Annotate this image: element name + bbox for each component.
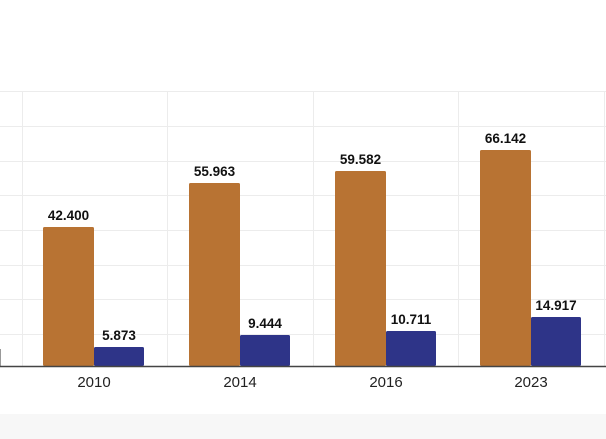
- gridlines: [0, 91, 606, 366]
- data-label-series2-2023: 14.917: [535, 298, 576, 313]
- data-label-series1-2016: 59.582: [340, 152, 381, 167]
- bar-series1-2010[interactable]: [43, 227, 94, 366]
- data-label-series1-2010: 42.400: [48, 208, 89, 223]
- data-label-series2-2016: 10.711: [391, 312, 432, 327]
- data-label-series1-2023: 66.142: [485, 131, 526, 146]
- x-tick-label-2014: 2014: [223, 374, 256, 391]
- bar-series2-2014[interactable]: [240, 335, 290, 366]
- bar-series2-2023[interactable]: [531, 317, 581, 366]
- data-label-series1-2014: 55.963: [194, 164, 236, 179]
- x-tick-label-2010: 2010: [77, 374, 110, 391]
- bar-series2-2016[interactable]: [386, 331, 436, 366]
- x-axis-tick-labels: 2010 2014 2016 2023: [77, 374, 547, 391]
- bars: [43, 150, 581, 366]
- bar-series2-2010[interactable]: [94, 347, 144, 366]
- data-labels: 42.400 55.963 59.582 66.142 5.873 9.444 10.711…: [48, 131, 577, 343]
- x-tick-label-2016: 2016: [369, 374, 402, 391]
- data-label-series2-2010: 5.873: [102, 328, 136, 343]
- bar-series1-2014[interactable]: [189, 183, 240, 366]
- bar-series1-2016[interactable]: [335, 171, 386, 366]
- bottom-band: [0, 414, 606, 439]
- x-tick-label-2023: 2023: [514, 374, 547, 391]
- data-label-series2-2014: 9.444: [248, 316, 282, 331]
- bar-series1-2023[interactable]: [480, 150, 531, 366]
